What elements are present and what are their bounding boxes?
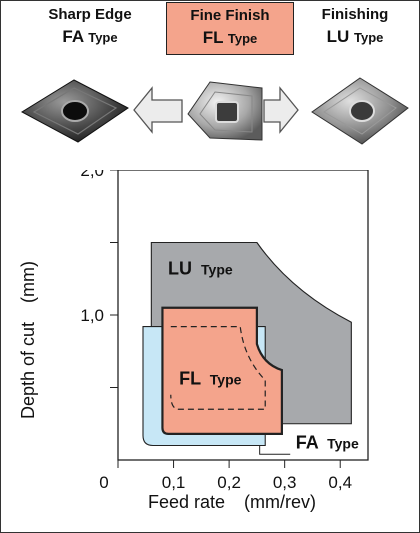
header-fa: Sharp Edge FA Type bbox=[20, 6, 160, 47]
fl-code: FL bbox=[179, 369, 201, 389]
x-tick-label: 0,3 bbox=[273, 473, 297, 492]
header-lu: Finishing LU Type bbox=[296, 6, 414, 47]
y-tick-label: 2,0 bbox=[80, 170, 104, 180]
x-tick-label: 0,1 bbox=[162, 473, 186, 492]
arrow-left-icon bbox=[133, 86, 183, 134]
fa-region-label: FA Type bbox=[296, 433, 359, 453]
y-axis-label: Depth of cut bbox=[18, 322, 38, 419]
y-tick-label: 1,0 bbox=[80, 306, 104, 325]
fl-region-label: FL Type bbox=[179, 369, 242, 389]
lu-suffix: Type bbox=[201, 261, 233, 277]
x-tick-label: 0 bbox=[99, 473, 108, 492]
header-fa-code: FA bbox=[62, 27, 84, 47]
insert-fa-icon bbox=[20, 79, 129, 143]
inserts-row bbox=[20, 77, 409, 145]
y-axis-title: Depth of cut (mm) bbox=[18, 261, 38, 419]
y-axis-unit: (mm) bbox=[18, 261, 38, 303]
insert-lu-icon bbox=[311, 77, 409, 145]
fa-code: FA bbox=[296, 433, 319, 453]
lu-code: LU bbox=[168, 258, 192, 278]
header-fa-line1: Sharp Edge bbox=[48, 6, 132, 23]
header-fl-code: FL bbox=[202, 28, 224, 48]
arrow-right-icon bbox=[263, 86, 299, 134]
fl-suffix: Type bbox=[210, 372, 242, 388]
header-fa-suffix: Type bbox=[88, 30, 118, 46]
header-lu-line1: Finishing bbox=[321, 6, 389, 23]
x-axis-label: Feed rate bbox=[148, 492, 225, 512]
x-axis-title: Feed rate (mm/rev) bbox=[148, 492, 316, 512]
fa-hidden-outline bbox=[170, 326, 266, 410]
lu-region-label: LU Type bbox=[168, 258, 233, 278]
chart: 0 0,1 0,2 0,3 0,4 1,0 2,0 LU Type FL Type FA T… bbox=[18, 170, 369, 512]
fa-suffix: Type bbox=[327, 436, 359, 452]
header-fl-suffix: Type bbox=[227, 31, 258, 47]
header-lu-suffix: Type bbox=[354, 30, 384, 46]
insert-fl-icon bbox=[187, 81, 263, 141]
header-fl: Fine Finish FL Type bbox=[166, 2, 294, 55]
x-axis-unit: (mm/rev) bbox=[244, 492, 316, 512]
x-tick-label: 0,2 bbox=[217, 473, 241, 492]
fa-leader-line bbox=[259, 445, 291, 455]
header-lu-code: LU bbox=[326, 27, 350, 47]
x-tick-label: 0,4 bbox=[328, 473, 352, 492]
region-fl bbox=[161, 306, 283, 435]
header-fl-line1: Fine Finish bbox=[190, 7, 270, 24]
